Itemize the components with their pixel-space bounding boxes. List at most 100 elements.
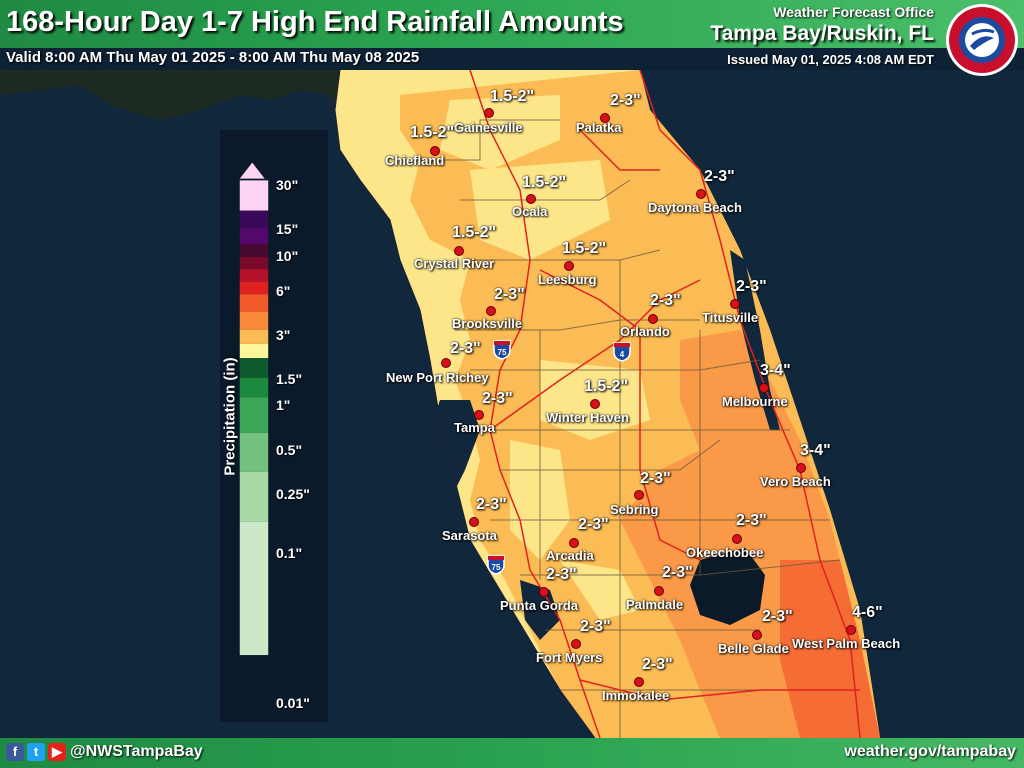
valid-period: Valid 8:00 AM Thu May 01 2025 - 8:00 AM … [6, 49, 420, 66]
city-name: Punta Gorda [500, 598, 579, 613]
city-name: Vero Beach [760, 474, 831, 489]
city-name: Winter Haven [546, 410, 629, 425]
city-marker [539, 587, 549, 597]
city-marker [752, 630, 762, 640]
rainfall-amount-label: 2-3" [640, 470, 671, 487]
city-marker [600, 113, 610, 123]
rainfall-amount-label: 2-3" [704, 168, 735, 185]
legend-title: Precipitation (in) [221, 357, 239, 476]
rainfall-amount-label: 1.5-2" [410, 124, 455, 141]
rainfall-amount-label: 2-3" [662, 564, 693, 581]
city-name: Orlando [620, 324, 670, 339]
legend-tick-label: 0.5" [276, 442, 303, 458]
legend-swatch [239, 343, 269, 359]
rainfall-amount-label: 2-3" [736, 512, 767, 529]
city-name: Ocala [512, 204, 548, 219]
city-marker [484, 108, 494, 118]
city-name: Tampa [454, 420, 495, 435]
rainfall-amount-label: 4-6" [852, 604, 883, 621]
city-name: Brooksville [452, 316, 523, 331]
rainfall-amount-label: 1.5-2" [522, 174, 567, 191]
legend-panel [220, 130, 328, 722]
rainfall-amount-label: 2-3" [450, 340, 481, 357]
legend-swatch [239, 210, 269, 229]
facebook-icon[interactable]: f [6, 743, 24, 761]
city-name: Okeechobee [686, 545, 764, 560]
city-marker [469, 517, 479, 527]
city-name: Immokalee [602, 688, 670, 703]
office-label: Weather Forecast Office [773, 4, 934, 20]
legend-swatch [239, 377, 269, 398]
city-marker [634, 677, 644, 687]
rainfall-amount-label: 2-3" [610, 92, 641, 109]
interstate-shield: 75 [493, 340, 511, 360]
rainfall-amount-label: 2-3" [642, 656, 673, 673]
city-name: Daytona Beach [648, 200, 742, 215]
city-marker [654, 586, 664, 596]
city-marker [569, 538, 579, 548]
city-marker [846, 625, 856, 635]
city-marker [526, 194, 536, 204]
legend-swatch [239, 281, 269, 295]
legend-swatch [239, 294, 269, 312]
twitter-icon[interactable]: t [27, 743, 45, 761]
legend-swatch [239, 432, 269, 472]
city-name: Melbourne [722, 394, 788, 409]
rainfall-amount-label: 2-3" [650, 292, 681, 309]
header-bar [0, 0, 1024, 48]
city-name: New Port Richey [386, 370, 489, 385]
legend-tick-label: 30" [276, 177, 299, 193]
website-link[interactable]: weather.gov/tampabay [844, 743, 1016, 760]
nws-logo [946, 4, 1018, 76]
city-marker [590, 399, 600, 409]
rainfall-amount-label: 2-3" [736, 278, 767, 295]
city-name: Leesburg [538, 272, 597, 287]
legend-swatch [239, 329, 269, 344]
city-marker [732, 534, 742, 544]
legend-swatch [239, 311, 269, 330]
rainfall-map [0, 70, 1024, 738]
social-handle[interactable]: @NWSTampaBay [70, 743, 203, 760]
city-name: Arcadia [546, 548, 594, 563]
legend-swatch [239, 244, 269, 257]
legend-swatch [239, 256, 269, 270]
legend-swatch [239, 358, 269, 378]
legend-tick-label: 1" [276, 397, 291, 413]
legend-swatch [239, 521, 269, 656]
legend-tick-label: 0.01" [276, 695, 310, 711]
legend-tick-label: 0.25" [276, 486, 310, 502]
city-name: Gainesville [454, 120, 523, 135]
legend-tick-label: 1.5" [276, 371, 303, 387]
rainfall-amount-label: 2-3" [482, 390, 513, 407]
legend-swatch [239, 180, 269, 211]
rainfall-amount-label: 3-4" [760, 362, 791, 379]
legend-tick-label: 15" [276, 221, 299, 237]
rainfall-amount-label: 2-3" [546, 566, 577, 583]
issued-time: Issued May 01, 2025 4:08 AM EDT [727, 52, 934, 67]
city-name: Palmdale [626, 597, 684, 612]
legend-swatch [239, 228, 269, 245]
map-title: 168-Hour Day 1-7 High End Rainfall Amoun… [6, 6, 624, 38]
rainfall-amount-label: 2-3" [580, 618, 611, 635]
legend-swatch [239, 471, 269, 522]
city-name: West Palm Beach [792, 636, 901, 651]
legend-tick-label: 0.1" [276, 545, 303, 561]
legend-tick-label: 10" [276, 248, 299, 264]
city-marker [474, 410, 484, 420]
legend-tick-label: 3" [276, 327, 291, 343]
shield-label: 75 [498, 348, 507, 357]
youtube-icon[interactable]: ▶ [48, 743, 66, 761]
legend-tick-label: 6" [276, 283, 291, 299]
rainfall-amount-label: 1.5-2" [452, 224, 497, 241]
city-marker [486, 306, 496, 316]
city-marker [564, 261, 574, 271]
city-name: Chiefland [385, 153, 445, 168]
interstate-shield: 75 [487, 555, 505, 575]
city-name: Fort Myers [536, 650, 603, 665]
rainfall-amount-label: 2-3" [762, 608, 793, 625]
footer-bar [0, 738, 1024, 768]
rainfall-amount-label: 2-3" [578, 516, 609, 533]
rainfall-amount-label: 3-4" [800, 442, 831, 459]
city-marker [759, 383, 769, 393]
city-name: Sebring [610, 502, 659, 517]
